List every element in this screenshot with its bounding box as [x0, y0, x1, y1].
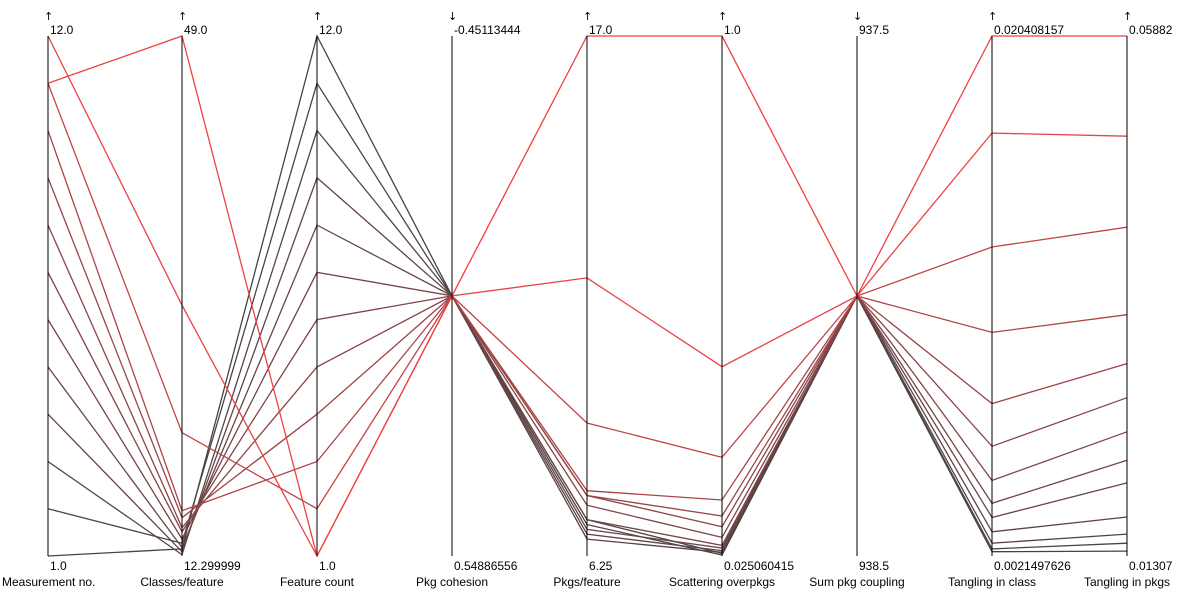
axis-top-value: 937.5	[859, 23, 889, 37]
axis-top-value: 1.0	[724, 23, 741, 37]
axis-top-value: 17.0	[589, 23, 613, 37]
axis-label: Tangling in class	[948, 575, 1036, 589]
axis-bottom-value: 0.01307	[1129, 559, 1173, 573]
axis-bottom-value: 12.299999	[184, 559, 241, 573]
axis-label: Sum pkg coupling	[809, 575, 904, 589]
axis-bottom-value: 6.25	[589, 559, 613, 573]
axis-direction-icon: ↑	[313, 10, 322, 23]
axis-direction-icon: ↑	[44, 10, 53, 23]
axis-label: Classes/feature	[140, 575, 224, 589]
axis-bottom-value: 0.025060415	[724, 559, 794, 573]
axis-4: ↓-0.45113444 0.54886556 Pkg cohesion	[416, 10, 521, 589]
axis-top-value: -0.45113444	[454, 23, 521, 37]
axis-direction-icon: ↑	[178, 10, 187, 23]
axis-top-value: 49.0	[184, 23, 208, 37]
axis-8: ↑0.020408157 0.0021497626 Tangling in clas…	[948, 10, 1071, 589]
axis-bottom-value: 0.54886556	[454, 559, 518, 573]
axis-direction-icon: ↑	[1123, 10, 1132, 23]
axis-bottom-value: 1.0	[50, 559, 67, 573]
axis-label: Tangling in pkgs	[1084, 575, 1170, 589]
axis-2: ↑49.0 12.299999 Classes/feature	[140, 10, 241, 589]
axis-top-value: 12.0	[50, 23, 74, 37]
axis-top-value: 0.020408157	[994, 23, 1064, 37]
axis-label: Feature count	[280, 575, 355, 589]
axis-direction-icon: ↑	[988, 10, 997, 23]
axis-direction-icon: ↑	[583, 10, 592, 23]
axis-direction-icon: ↓	[448, 10, 457, 23]
axis-1: ↑12.0 1.0 Measurement no.	[2, 10, 95, 589]
axis-label: Scattering overpkgs	[669, 575, 775, 589]
axis-direction-icon: ↑	[718, 10, 727, 23]
axis-bottom-value: 0.0021497626	[994, 559, 1071, 573]
axis-label: Measurement no.	[2, 575, 95, 589]
axis-7: ↓937.5 938.5 Sum pkg coupling	[809, 10, 904, 589]
axis-label: Pkgs/feature	[553, 575, 621, 589]
axis-bottom-value: 1.0	[319, 559, 336, 573]
axis-5: ↑17.0 6.25 Pkgs/feature	[553, 10, 621, 589]
axis-3: ↑12.0 1.0 Feature count	[280, 10, 355, 589]
axis-top-value: 12.0	[319, 23, 343, 37]
axis-6: ↑1.0 0.025060415 Scattering overpkgs	[669, 10, 794, 589]
axis-top-value: 0.05882	[1129, 23, 1173, 37]
axis-direction-icon: ↓	[853, 10, 862, 23]
axis-9: ↑0.05882 0.01307 Tangling in pkgs	[1084, 10, 1173, 589]
axis-label: Pkg cohesion	[416, 575, 488, 589]
axis-bottom-value: 938.5	[859, 559, 889, 573]
